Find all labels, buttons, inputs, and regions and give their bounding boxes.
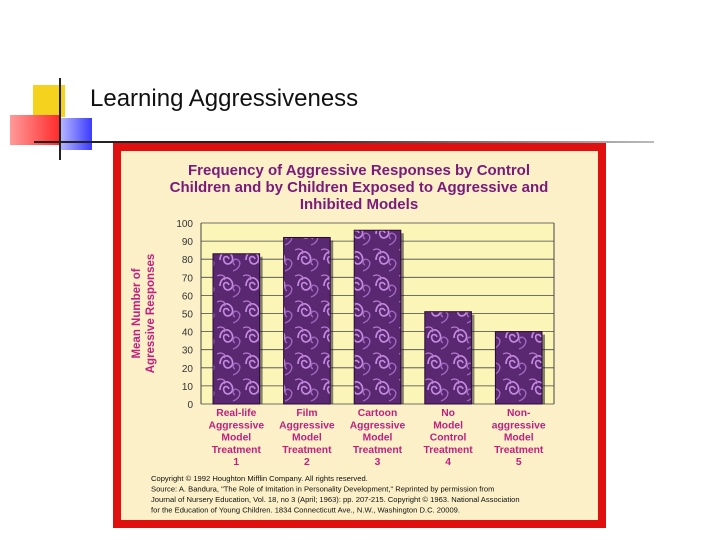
bar — [212, 253, 261, 405]
category-label-line: Model — [221, 433, 251, 444]
category-label-line: Cartoon — [358, 408, 397, 419]
y-tick-label: 80 — [182, 255, 194, 266]
category-label-line: Real-life — [216, 408, 256, 419]
y-tick-label: 40 — [182, 328, 194, 339]
category-label-line: 4 — [445, 457, 451, 468]
category-label-line: Non- — [507, 408, 531, 419]
source-footnote-line: Copyright © 1992 Houghton Mifflin Compan… — [151, 474, 368, 483]
category-label-line: 1 — [233, 457, 239, 468]
category-label-line: Aggressive — [209, 420, 265, 431]
y-tick-label: 60 — [182, 291, 194, 302]
category-label-line: Aggressive — [350, 420, 406, 431]
category-label-line: Treatment — [212, 445, 262, 456]
y-axis-label-line: Mean Number of — [131, 268, 143, 358]
source-footnote-line: Source: A. Bandura, "The Role of Imitati… — [151, 485, 494, 494]
category-label-line: Treatment — [282, 445, 332, 456]
y-tick-label: 20 — [182, 364, 194, 375]
bar — [283, 236, 331, 405]
category-label-line: 2 — [304, 457, 310, 468]
y-tick-label: 100 — [176, 219, 193, 230]
bar — [494, 331, 543, 405]
category-label-line: Treatment — [494, 445, 544, 456]
y-tick-label: 50 — [182, 310, 194, 321]
y-tick-label: 30 — [182, 346, 194, 357]
source-footnote-line: for the Education of Young Children. 183… — [151, 506, 460, 515]
chart-figure: Frequency of Aggressive Responses by Con… — [113, 143, 606, 528]
slide-title: Learning Aggressiveness — [90, 85, 359, 112]
y-tick-label: 0 — [187, 400, 193, 411]
bar-chart: Frequency of Aggressive Responses by Con… — [113, 143, 606, 528]
category-label-line: Model — [433, 420, 463, 431]
y-tick-label: 70 — [182, 273, 194, 284]
y-axis-label-line: Agressive Responses — [145, 254, 157, 374]
decor-red-square — [10, 115, 60, 145]
category-label-line: Model — [504, 433, 534, 444]
decor-horizontal-line — [34, 141, 654, 143]
category-label-line: Film — [296, 408, 317, 419]
category-label-line: Treatment — [423, 445, 473, 456]
category-label-line: No — [441, 408, 455, 419]
chart-title-line: Inhibited Models — [300, 196, 418, 213]
y-tick-label: 10 — [182, 382, 194, 393]
decor-vertical-line — [59, 78, 61, 160]
bar — [424, 311, 472, 405]
category-label-line: 5 — [516, 457, 522, 468]
category-label-line: Treatment — [353, 445, 403, 456]
decor-blue-square — [60, 118, 92, 150]
category-label-line: 3 — [375, 457, 381, 468]
chart-title-line: Frequency of Aggressive Responses by Con… — [188, 162, 530, 179]
category-label-line: Control — [430, 433, 467, 444]
category-label-line: Aggressive — [279, 420, 335, 431]
y-tick-label: 90 — [182, 237, 194, 248]
source-footnote-line: Journal of Nursery Education, Vol. 18, n… — [151, 495, 520, 504]
category-label-line: aggressive — [492, 420, 546, 431]
bar — [353, 229, 402, 405]
category-label-line: Model — [363, 433, 393, 444]
category-label-line: Model — [292, 433, 322, 444]
chart-title-line: Children and by Children Exposed to Aggr… — [170, 179, 549, 196]
